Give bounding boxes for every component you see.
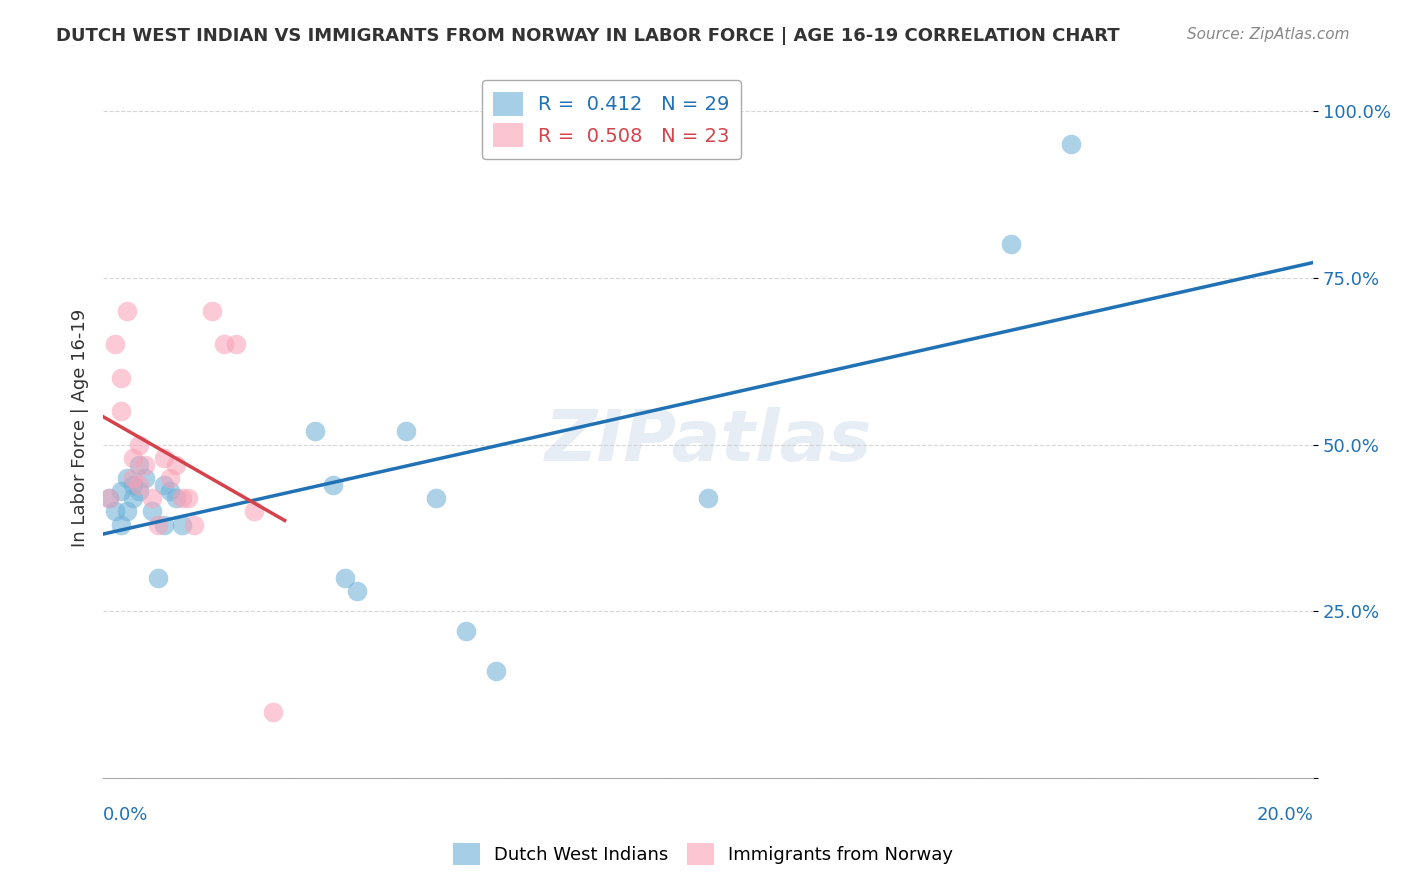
Point xyxy=(697,491,720,505)
Point xyxy=(117,471,139,485)
Point xyxy=(243,504,266,518)
Point xyxy=(201,304,224,318)
Point xyxy=(170,491,193,505)
Y-axis label: In Labor Force | Age 16-19: In Labor Force | Age 16-19 xyxy=(72,309,89,547)
Point xyxy=(1060,137,1083,152)
Point xyxy=(134,458,156,472)
Point xyxy=(117,304,139,318)
Point xyxy=(212,337,235,351)
Point xyxy=(122,477,145,491)
Point xyxy=(346,584,368,599)
Point xyxy=(122,450,145,465)
Point xyxy=(110,404,132,418)
Point xyxy=(159,471,181,485)
Point xyxy=(456,624,478,639)
Point xyxy=(128,477,150,491)
Text: DUTCH WEST INDIAN VS IMMIGRANTS FROM NORWAY IN LABOR FORCE | AGE 16-19 CORRELATI: DUTCH WEST INDIAN VS IMMIGRANTS FROM NOR… xyxy=(56,27,1119,45)
Point xyxy=(122,471,145,485)
Point xyxy=(159,484,181,499)
Point xyxy=(152,477,174,491)
Point xyxy=(165,491,187,505)
Text: 0.0%: 0.0% xyxy=(103,806,149,824)
Point xyxy=(152,517,174,532)
Point xyxy=(141,504,163,518)
Point xyxy=(425,491,447,505)
Point xyxy=(395,424,418,438)
Text: 20.0%: 20.0% xyxy=(1257,806,1313,824)
Point xyxy=(128,437,150,451)
Text: Source: ZipAtlas.com: Source: ZipAtlas.com xyxy=(1187,27,1350,42)
Point xyxy=(225,337,247,351)
Point xyxy=(333,571,356,585)
Point xyxy=(128,458,150,472)
Point xyxy=(141,491,163,505)
Legend: Dutch West Indians, Immigrants from Norway: Dutch West Indians, Immigrants from Norw… xyxy=(444,834,962,874)
Point xyxy=(1000,237,1022,252)
Point xyxy=(304,424,326,438)
Point xyxy=(110,517,132,532)
Point xyxy=(134,471,156,485)
Point xyxy=(485,665,508,679)
Point xyxy=(128,484,150,499)
Point xyxy=(170,517,193,532)
Point xyxy=(110,484,132,499)
Point xyxy=(146,517,169,532)
Point xyxy=(98,491,121,505)
Legend: R =  0.412   N = 29, R =  0.508   N = 23: R = 0.412 N = 29, R = 0.508 N = 23 xyxy=(482,80,741,159)
Point xyxy=(177,491,200,505)
Point xyxy=(152,450,174,465)
Point xyxy=(122,491,145,505)
Point xyxy=(110,371,132,385)
Point xyxy=(146,571,169,585)
Point xyxy=(104,337,127,351)
Point xyxy=(262,705,284,719)
Point xyxy=(322,477,344,491)
Point xyxy=(117,504,139,518)
Text: ZIPatlas: ZIPatlas xyxy=(544,408,872,476)
Point xyxy=(104,504,127,518)
Point xyxy=(183,517,205,532)
Point xyxy=(165,458,187,472)
Point xyxy=(98,491,121,505)
